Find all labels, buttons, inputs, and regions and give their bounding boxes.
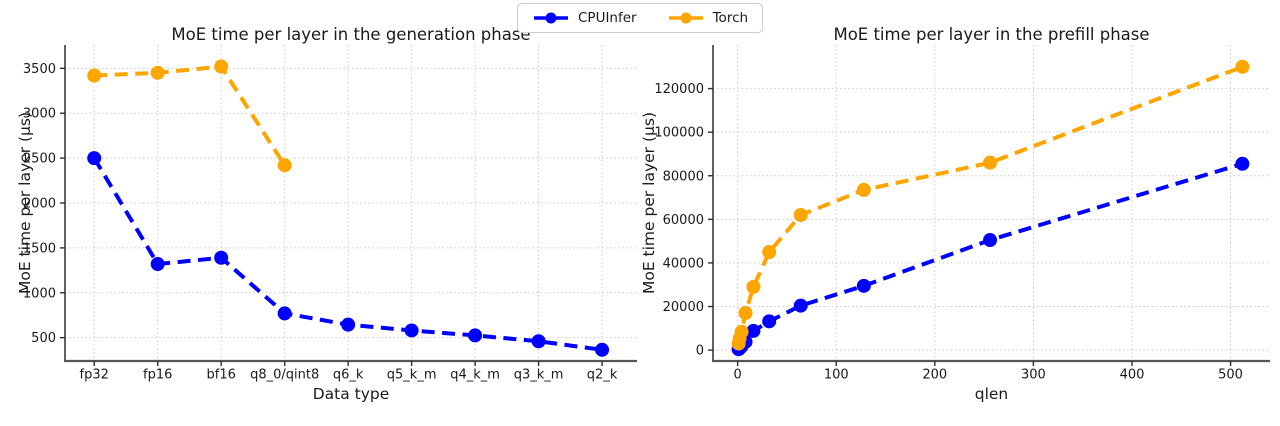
cpuinfer-data-point	[277, 306, 292, 321]
legend-label-cpuinfer: CPUInfer	[578, 10, 637, 26]
y-tick-label: 500	[31, 331, 56, 346]
cpuinfer-data-point	[762, 314, 777, 329]
cpuinfer-data-point	[150, 257, 165, 272]
torch-data-point	[150, 65, 165, 80]
grid-lines	[713, 45, 1270, 361]
y-tick-label: 40000	[663, 256, 704, 271]
torch-data-point	[214, 59, 229, 74]
y-axis-label: MoE time per layer (μs)	[16, 112, 34, 294]
x-axis-label: Data type	[313, 385, 390, 403]
y-tick-label: 3500	[23, 62, 56, 77]
torch-data-point	[983, 155, 998, 170]
x-tick-label: q3_k_m	[514, 368, 564, 383]
x-tick-label: 300	[1021, 368, 1046, 383]
x-tick-label: 500	[1218, 368, 1243, 383]
torch-data-point	[793, 207, 808, 222]
cpuinfer-data-point	[1235, 156, 1250, 171]
cpuinfer-data-point	[746, 323, 761, 338]
torch-line-marker-icon	[668, 12, 703, 24]
x-tick-label: q8_0/qint8	[250, 368, 319, 383]
x-tick-label: 400	[1120, 368, 1145, 383]
y-tick-label: 2500	[23, 152, 56, 167]
torch-data-point	[746, 279, 761, 294]
generation-phase-chart: 500 1000 1500 2000 2500 3000 3500 fp32 fp16 bf16 q…	[16, 25, 637, 403]
x-tick-label: q6_k	[333, 368, 364, 383]
x-tick-label: 0	[734, 368, 742, 383]
y-tick-label: 3000	[23, 107, 56, 122]
y-tick-label: 20000	[663, 300, 704, 315]
cpuinfer-data-point	[87, 151, 102, 166]
y-tick-label: 2000	[23, 197, 56, 212]
torch-data-point	[856, 182, 871, 197]
cpuinfer-data-point	[856, 278, 871, 293]
axis-ticks: 500 1000 1500 2000 2500 3000 3500 fp32 fp16 bf16 q…	[23, 62, 618, 383]
cpuinfer-data-point	[404, 323, 419, 338]
y-tick-label: 60000	[663, 213, 704, 228]
torch-data-point	[734, 324, 749, 339]
y-axis-label: MoE time per layer (μs)	[640, 112, 658, 294]
cpuinfer-data-point	[595, 342, 610, 357]
torch-data-point	[762, 245, 777, 260]
axis-ticks: 0 20000 40000 60000 80000 100000 120000 0 100 200…	[654, 82, 1243, 382]
grid-lines	[65, 45, 637, 361]
cpuinfer-data-point	[531, 334, 546, 349]
cpuinfer-data-point	[468, 328, 483, 343]
cpuinfer-series	[87, 151, 610, 357]
legend: CPUInfer Torch	[517, 3, 764, 33]
legend-label-torch: Torch	[712, 10, 749, 26]
cpuinfer-data-point	[793, 298, 808, 313]
torch-data-point	[87, 68, 102, 83]
cpuinfer-data-point	[983, 233, 998, 248]
cpuinfer-line-marker-icon	[534, 12, 568, 24]
cpuinfer-series	[731, 156, 1250, 357]
y-tick-label: 120000	[654, 82, 704, 97]
chart-title: MoE time per layer in the prefill phase	[833, 25, 1149, 44]
x-tick-label: q2_k	[587, 368, 618, 383]
x-tick-label: q4_k_m	[450, 368, 500, 383]
torch-data-point	[738, 306, 753, 321]
x-tick-label: 200	[922, 368, 947, 383]
y-tick-label: 1500	[23, 241, 56, 256]
x-tick-label: bf16	[206, 368, 235, 383]
torch-series	[731, 59, 1250, 351]
x-tick-label: fp32	[80, 368, 109, 383]
prefill-phase-chart: 0 20000 40000 60000 80000 100000 120000 0 100 200…	[640, 25, 1270, 403]
torch-data-point	[1235, 59, 1250, 74]
x-tick-label: q5_k_m	[387, 368, 437, 383]
x-tick-label: fp16	[143, 368, 172, 383]
y-tick-label: 0	[696, 344, 704, 359]
legend-item-cpuinfer: CPUInfer	[532, 10, 637, 26]
y-tick-label: 1000	[23, 286, 56, 301]
torch-data-point	[277, 158, 292, 173]
cpuinfer-data-point	[214, 250, 229, 265]
y-tick-label: 100000	[654, 126, 704, 141]
cpuinfer-data-point	[341, 317, 356, 332]
chart-title: MoE time per layer in the generation pha…	[171, 25, 530, 44]
legend-item-torch: Torch	[667, 10, 748, 26]
x-axis-label: qlen	[975, 385, 1009, 403]
torch-series	[87, 59, 292, 173]
y-tick-label: 80000	[663, 169, 704, 184]
x-tick-label: 100	[824, 368, 849, 383]
